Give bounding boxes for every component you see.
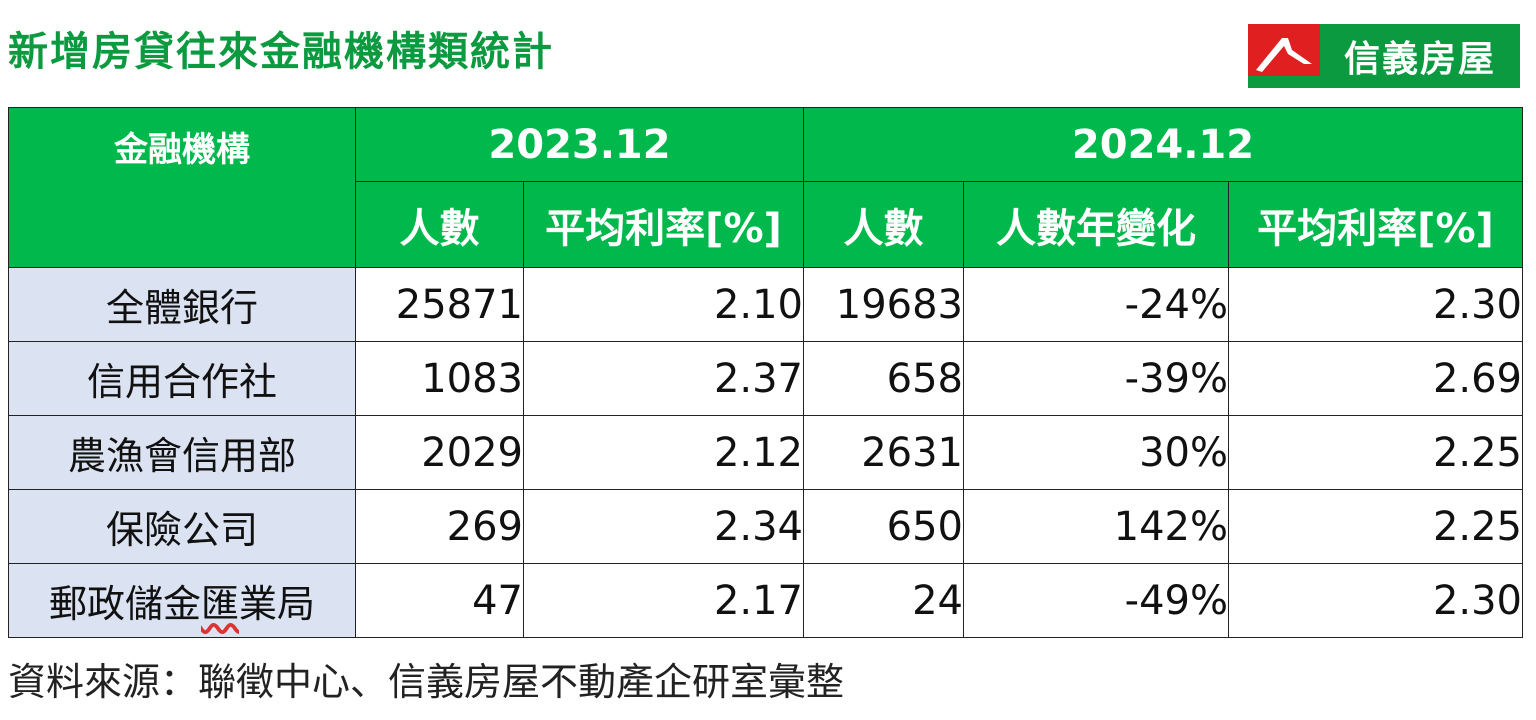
count-2023: 269: [355, 489, 524, 564]
header-yoy-2024: 人數年變化: [963, 181, 1229, 268]
logo-mark-icon: [1248, 24, 1320, 88]
header-count-2023: 人數: [355, 181, 524, 268]
page-title: 新增房貸往來金融機構類統計: [8, 29, 554, 75]
table-row: 農漁會信用部 2029 2.12 2631 30% 2.25: [8, 415, 1523, 490]
count-2024: 658: [803, 341, 964, 416]
count-2023: 47: [355, 563, 524, 638]
institution-name: 郵政儲金匯業局: [8, 563, 356, 638]
institution-name: 信用合作社: [8, 341, 356, 416]
table-row: 信用合作社 1083 2.37 658 -39% 2.69: [8, 341, 1523, 416]
table-row: 郵政儲金匯業局 47 2.17 24 -49% 2.30: [8, 563, 1523, 638]
count-2023: 1083: [355, 341, 524, 416]
rate-2024: 2.30: [1228, 267, 1523, 342]
institution-name-prefix: 郵政儲金: [48, 582, 201, 626]
header-period-2024: 2024.12: [803, 107, 1523, 182]
table-row: 全體銀行 25871 2.10 19683 -24% 2.30: [8, 267, 1523, 342]
header-count-2024: 人數: [803, 181, 964, 268]
institution-name-suffix: 業局: [239, 582, 316, 626]
institution-name: 全體銀行: [8, 267, 356, 342]
rate-2023: 2.10: [523, 267, 804, 342]
institution-name: 農漁會信用部: [8, 415, 356, 490]
yoy-change: 142%: [963, 489, 1229, 564]
statistics-table: 金融機構 2023.12 2024.12 人數 平均利率[%] 人數 人數年變化…: [8, 107, 1523, 638]
rate-2023: 2.12: [523, 415, 804, 490]
source-note: 資料來源：聯徵中心、信義房屋不動產企研室彙整: [8, 660, 845, 704]
company-logo: 信義房屋: [1248, 24, 1520, 88]
rate-2024: 2.69: [1228, 341, 1523, 416]
rate-2024: 2.25: [1228, 415, 1523, 490]
yoy-change: -24%: [963, 267, 1229, 342]
count-2023: 25871: [355, 267, 524, 342]
yoy-change: -39%: [963, 341, 1229, 416]
yoy-change: -49%: [963, 563, 1229, 638]
count-2024: 650: [803, 489, 964, 564]
rate-2023: 2.37: [523, 341, 804, 416]
header-institution: 金融機構: [8, 107, 356, 268]
logo-text: 信義房屋: [1320, 24, 1520, 88]
count-2023: 2029: [355, 415, 524, 490]
table-row: 保險公司 269 2.34 650 142% 2.25: [8, 489, 1523, 564]
count-2024: 19683: [803, 267, 964, 342]
count-2024: 2631: [803, 415, 964, 490]
institution-name-underlined: 匯: [200, 582, 239, 626]
institution-name: 保險公司: [8, 489, 356, 564]
header-rate-2024: 平均利率[%]: [1228, 181, 1523, 268]
rate-2023: 2.17: [523, 563, 804, 638]
header-rate-2023: 平均利率[%]: [523, 181, 804, 268]
count-2024: 24: [803, 563, 964, 638]
yoy-change: 30%: [963, 415, 1229, 490]
rate-2023: 2.34: [523, 489, 804, 564]
header-period-2023: 2023.12: [355, 107, 804, 182]
rate-2024: 2.30: [1228, 563, 1523, 638]
rate-2024: 2.25: [1228, 489, 1523, 564]
